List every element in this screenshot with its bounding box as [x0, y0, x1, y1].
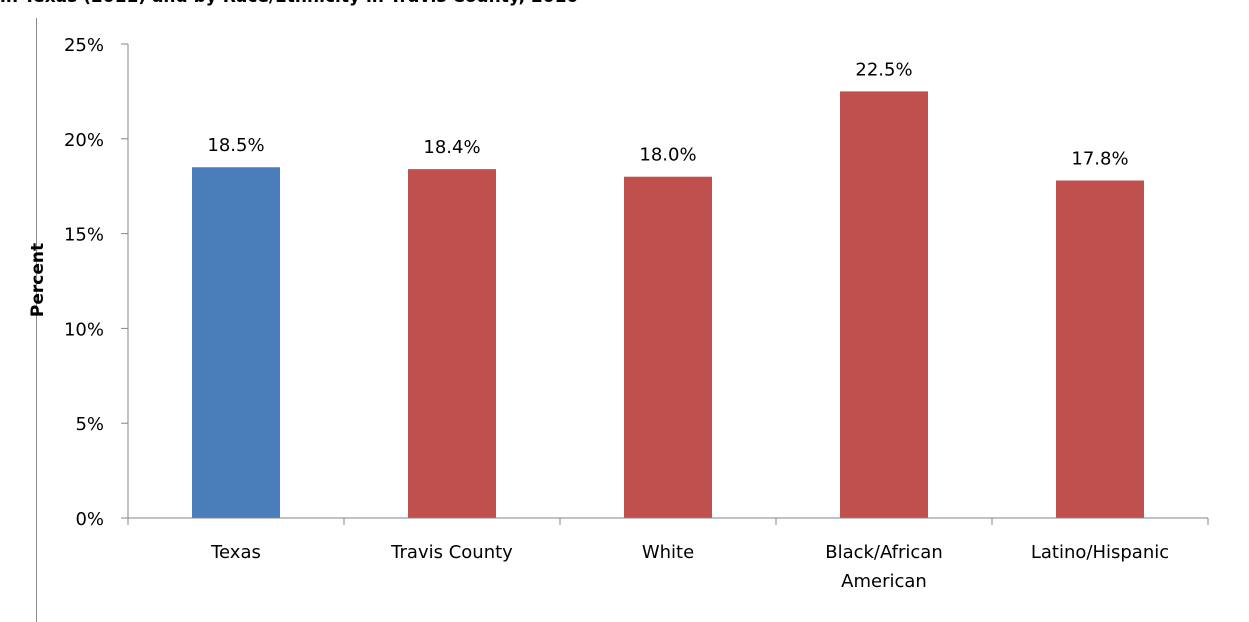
bar: [1056, 180, 1144, 518]
bar: [840, 91, 928, 519]
x-category-label: Travis County: [390, 542, 513, 563]
x-category-label: White: [642, 542, 694, 563]
data-label: 18.4%: [423, 137, 480, 158]
x-category-label: Texas: [210, 542, 261, 563]
y-tick-label: 0%: [75, 509, 104, 530]
x-category-label-line: Latino/Hispanic: [1031, 542, 1169, 563]
data-label: 17.8%: [1071, 149, 1128, 170]
bar: [624, 176, 712, 518]
y-tick-label: 15%: [64, 225, 104, 246]
labels-group: 0% 5% 10% 15% 20% 25% 18.5% Texas 18.4% Travis Co…: [64, 35, 1169, 592]
chart-title: in Texas (2011) and by Race/Ethnicity in…: [0, 0, 1249, 17]
y-tick-label: 25%: [64, 35, 104, 56]
y-tick-label: 20%: [64, 130, 104, 151]
x-category-label-line: American: [841, 571, 927, 592]
y-tick-label: 5%: [75, 414, 104, 435]
x-category-label: Latino/Hispanic: [1031, 542, 1169, 563]
x-category-label-line: Texas: [210, 542, 261, 563]
data-label: 22.5%: [855, 59, 912, 80]
chart-frame-border: [36, 18, 37, 622]
x-category-label-line: Travis County: [390, 542, 513, 563]
data-label: 18.0%: [639, 145, 696, 166]
bars-group: [192, 91, 1144, 519]
x-category-label-line: Black/African: [825, 542, 943, 563]
data-label: 18.5%: [207, 135, 264, 156]
bar: [192, 167, 280, 519]
bar: [408, 169, 496, 519]
axes-group: [121, 43, 1209, 525]
x-category-label: Black/African American: [825, 542, 943, 592]
x-category-label-line: White: [642, 542, 694, 563]
y-tick-label: 10%: [64, 319, 104, 340]
y-axis-title: Percent: [28, 243, 48, 317]
